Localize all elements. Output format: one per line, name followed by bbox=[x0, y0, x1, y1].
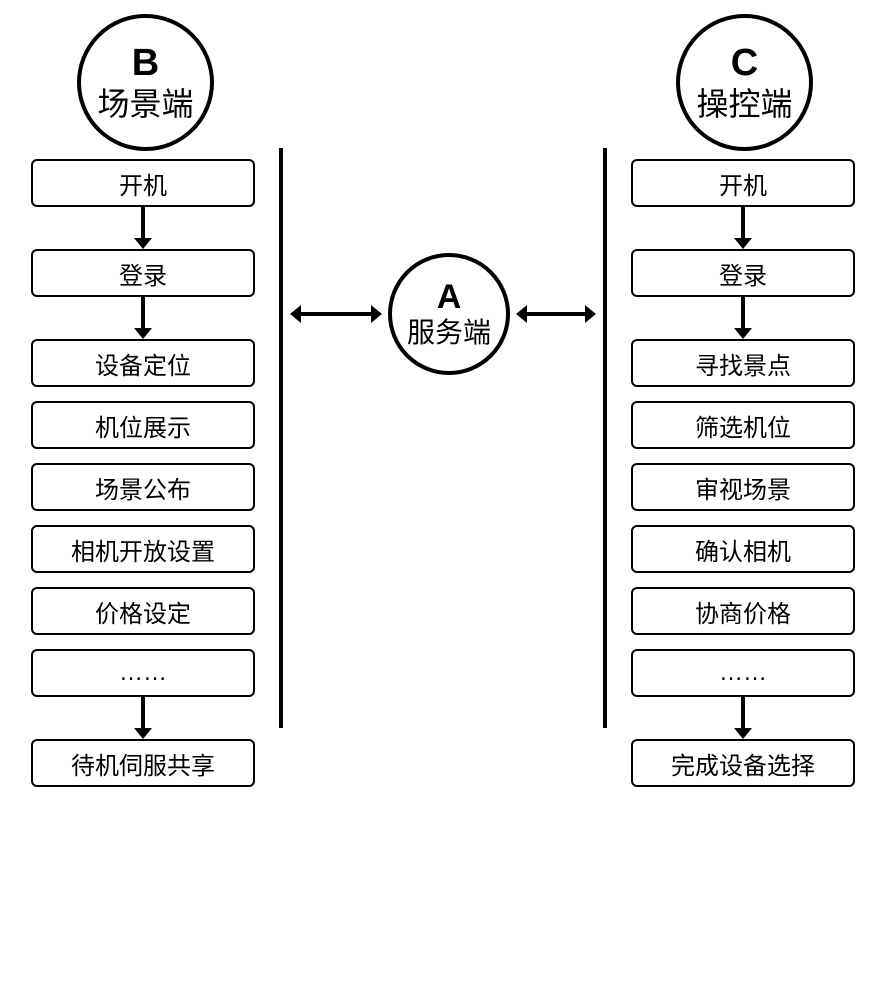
control-step: 登录 bbox=[631, 249, 855, 297]
flow-arrow-icon bbox=[131, 207, 155, 249]
control-step-label: 寻找景点 bbox=[695, 346, 791, 381]
control-step-label: 开机 bbox=[719, 166, 767, 201]
control-step: 协商价格 bbox=[631, 587, 855, 635]
scene-step: 登录 bbox=[31, 249, 255, 297]
scene-step-label: 设备定位 bbox=[95, 346, 191, 381]
control-node-label: 操控端 bbox=[696, 86, 792, 123]
scene-node-letter: B bbox=[132, 42, 159, 86]
scene-step: 机位展示 bbox=[31, 401, 255, 449]
control-node-letter: C bbox=[731, 42, 758, 86]
scene-step-label: 登录 bbox=[119, 256, 167, 291]
control-step: 开机 bbox=[631, 159, 855, 207]
control-node: C 操控端 bbox=[676, 14, 813, 151]
flow-arrow-icon bbox=[731, 297, 755, 339]
scene-step: 价格设定 bbox=[31, 587, 255, 635]
scene-step-label: 待机伺服共享 bbox=[71, 746, 215, 781]
scene-step: …… bbox=[31, 649, 255, 697]
control-step: 筛选机位 bbox=[631, 401, 855, 449]
scene-step-label: 相机开放设置 bbox=[71, 532, 215, 567]
flow-arrow-icon bbox=[131, 297, 155, 339]
server-node-letter: A bbox=[437, 278, 462, 317]
scene-step: 待机伺服共享 bbox=[31, 739, 255, 787]
server-control-arrow bbox=[516, 302, 596, 326]
flow-arrow-icon bbox=[731, 697, 755, 739]
flow-arrow-icon bbox=[131, 697, 155, 739]
scene-step: 设备定位 bbox=[31, 339, 255, 387]
right-divider bbox=[603, 148, 607, 728]
scene-node-label: 场景端 bbox=[97, 86, 193, 123]
scene-node: B 场景端 bbox=[77, 14, 214, 151]
scene-step-label: 场景公布 bbox=[95, 470, 191, 505]
scene-column: 开机 登录 设备定位机位展示场景公布相机开放设置价格设定 …… 待机伺服共享 bbox=[31, 159, 255, 787]
scene-step: 场景公布 bbox=[31, 463, 255, 511]
control-step-label: 审视场景 bbox=[695, 470, 791, 505]
scene-step-label: 开机 bbox=[119, 166, 167, 201]
left-divider bbox=[279, 148, 283, 728]
control-step-label: 登录 bbox=[719, 256, 767, 291]
control-column: 开机 登录 寻找景点筛选机位审视场景确认相机协商价格 …… 完成设备选择 bbox=[631, 159, 855, 787]
control-step: …… bbox=[631, 649, 855, 697]
control-step-label: 确认相机 bbox=[695, 532, 791, 567]
control-step: 完成设备选择 bbox=[631, 739, 855, 787]
control-step: 确认相机 bbox=[631, 525, 855, 573]
control-step-label: …… bbox=[719, 659, 767, 687]
scene-step: 相机开放设置 bbox=[31, 525, 255, 573]
server-node: A 服务端 bbox=[388, 253, 510, 375]
control-step-label: 完成设备选择 bbox=[671, 746, 815, 781]
scene-step-label: 机位展示 bbox=[95, 408, 191, 443]
scene-step: 开机 bbox=[31, 159, 255, 207]
server-scene-arrow bbox=[290, 302, 382, 326]
server-node-label: 服务端 bbox=[407, 317, 491, 349]
scene-step-label: 价格设定 bbox=[95, 594, 191, 629]
control-step: 审视场景 bbox=[631, 463, 855, 511]
flow-arrow-icon bbox=[731, 207, 755, 249]
scene-step-label: …… bbox=[119, 659, 167, 687]
control-step: 寻找景点 bbox=[631, 339, 855, 387]
control-step-label: 筛选机位 bbox=[695, 408, 791, 443]
control-step-label: 协商价格 bbox=[695, 594, 791, 629]
